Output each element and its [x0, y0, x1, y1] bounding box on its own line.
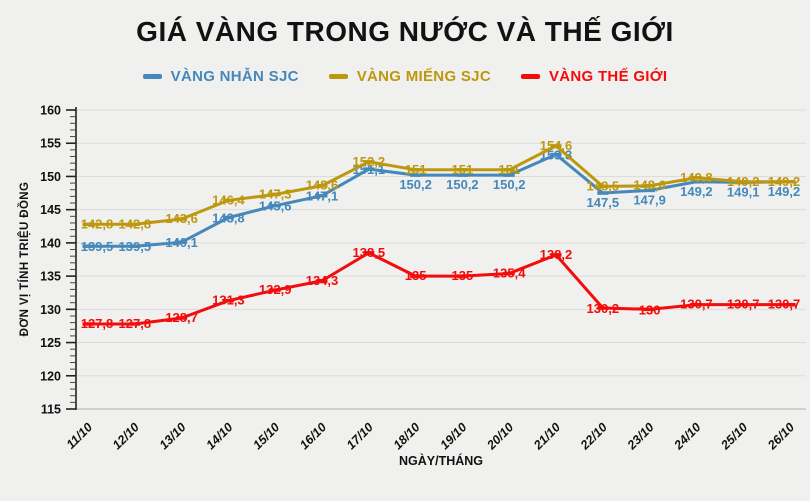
legend-item-vang-the-gioi: VÀNG THẾ GIỚI — [520, 68, 668, 85]
legend-item-vang-nhan-sjc: VÀNG NHẪN SJC — [142, 68, 299, 85]
y-axis-tick-label: 115 — [41, 403, 61, 417]
x-axis-tick-label: 13/10 — [157, 420, 189, 452]
data-point-label-vang-the-gioi: 130,2 — [587, 301, 620, 316]
data-point-label-vang-mieng-sjc: 149,8 — [680, 170, 713, 185]
data-point-label-vang-mieng-sjc: 143,6 — [165, 211, 198, 226]
data-point-label-vang-nhan-sjc: 150,2 — [493, 177, 526, 192]
data-point-label-vang-mieng-sjc: 151 — [498, 162, 520, 177]
data-point-label-vang-mieng-sjc: 148,6 — [306, 178, 339, 193]
data-point-label-vang-mieng-sjc: 142,8 — [119, 216, 152, 231]
data-point-label-vang-nhan-sjc: 143,8 — [212, 211, 245, 226]
y-axis-tick-label: 135 — [40, 270, 61, 284]
x-axis-tick-label: 16/10 — [297, 420, 329, 452]
series-line-vang-mieng-sjc — [88, 144, 790, 226]
x-axis-tick-label: 21/10 — [530, 420, 563, 453]
chart-legend: VÀNG NHẪN SJC VÀNG MIẾNG SJC VÀNG THẾ GI… — [0, 68, 810, 85]
data-point-label-vang-the-gioi: 130 — [639, 302, 661, 317]
x-axis-tick-label: 18/10 — [391, 420, 423, 452]
y-axis-tick-label: 125 — [40, 336, 61, 350]
data-point-label-vang-nhan-sjc: 140,1 — [165, 235, 198, 250]
legend-item-vang-mieng-sjc: VÀNG MIẾNG SJC — [328, 68, 491, 85]
data-point-label-vang-mieng-sjc: 149,2 — [768, 174, 801, 189]
data-point-label-vang-nhan-sjc: 139,5 — [81, 239, 114, 254]
legend-label: VÀNG MIẾNG SJC — [356, 68, 491, 85]
data-point-label-vang-the-gioi: 130,7 — [727, 297, 760, 312]
x-axis-tick-label: 11/10 — [64, 420, 95, 451]
legend-label: VÀNG THẾ GIỚI — [548, 68, 668, 85]
x-axis-tick-label: 12/10 — [110, 420, 142, 452]
legend-label: VÀNG NHẪN SJC — [170, 68, 299, 85]
data-point-label-vang-the-gioi: 135 — [452, 268, 474, 283]
data-point-label-vang-the-gioi: 134,3 — [306, 273, 339, 288]
data-point-label-vang-nhan-sjc: 149,1 — [727, 184, 760, 199]
data-point-label-vang-the-gioi: 135 — [405, 268, 427, 283]
data-point-label-vang-the-gioi: 135,4 — [493, 265, 526, 280]
data-point-label-vang-mieng-sjc: 146,4 — [212, 192, 245, 207]
x-axis-tick-label: 14/10 — [204, 420, 236, 452]
data-point-label-vang-the-gioi: 138,2 — [540, 247, 573, 262]
data-point-label-vang-nhan-sjc: 149,2 — [680, 184, 713, 199]
series-line-vang-the-gioi — [88, 251, 790, 326]
data-point-label-vang-nhan-sjc: 150,2 — [399, 177, 432, 192]
x-axis-tick-label: 25/10 — [718, 420, 751, 453]
legend-swatch-icon — [328, 74, 348, 79]
data-point-label-vang-mieng-sjc: 151 — [405, 162, 427, 177]
y-axis-tick-label: 130 — [40, 303, 61, 317]
data-point-label-vang-mieng-sjc: 151 — [452, 162, 474, 177]
y-axis-tick-label: 160 — [40, 104, 61, 118]
data-point-label-vang-mieng-sjc: 154,6 — [540, 138, 573, 153]
x-axis-tick-label: 17/10 — [344, 420, 376, 452]
data-point-label-vang-mieng-sjc: 149,2 — [727, 174, 760, 189]
data-point-label-vang-nhan-sjc: 147,1 — [306, 189, 339, 204]
data-point-label-vang-the-gioi: 127,8 — [81, 316, 114, 331]
y-axis-tick-label: 140 — [40, 236, 61, 250]
data-point-label-vang-nhan-sjc: 147,5 — [587, 195, 620, 210]
data-point-label-vang-the-gioi: 132,9 — [259, 282, 292, 297]
legend-swatch-icon — [142, 74, 162, 79]
data-point-label-vang-nhan-sjc: 150,2 — [446, 177, 479, 192]
data-point-label-vang-mieng-sjc: 148,5 — [587, 178, 620, 193]
x-axis-tick-label: 20/10 — [484, 420, 517, 453]
x-axis-tick-label: 22/10 — [577, 420, 610, 453]
data-point-label-vang-nhan-sjc: 139,5 — [119, 239, 152, 254]
x-axis-tick-label: 26/10 — [764, 420, 797, 453]
data-point-label-vang-the-gioi: 138,5 — [353, 245, 386, 260]
y-axis-tick-label: 150 — [40, 170, 61, 184]
data-point-label-vang-mieng-sjc: 147,3 — [259, 186, 292, 201]
x-axis-title: NGÀY/THÁNG — [399, 453, 483, 468]
y-axis-tick-label: 155 — [40, 137, 61, 151]
x-axis-tick-label: 19/10 — [438, 420, 470, 452]
data-point-label-vang-nhan-sjc: 149,2 — [768, 184, 801, 199]
x-axis-tick-label: 24/10 — [671, 420, 704, 453]
data-point-label-vang-mieng-sjc: 142,8 — [81, 216, 114, 231]
data-point-label-vang-nhan-sjc: 145,6 — [259, 199, 292, 214]
data-point-label-vang-mieng-sjc: 148,6 — [633, 178, 666, 193]
y-axis-tick-label: 120 — [40, 369, 61, 383]
series-line-vang-nhan-sjc — [88, 153, 791, 248]
data-point-label-vang-nhan-sjc: 147,9 — [633, 192, 666, 207]
y-axis-tick-label: 145 — [40, 203, 61, 217]
chart-title: GIÁ VÀNG TRONG NƯỚC VÀ THẾ GIỚI — [136, 16, 674, 47]
data-point-label-vang-the-gioi: 130,7 — [768, 297, 801, 312]
x-axis-tick-label: 23/10 — [624, 420, 657, 453]
data-point-label-vang-mieng-sjc: 152,2 — [353, 154, 386, 169]
data-point-label-vang-the-gioi: 127,8 — [119, 316, 152, 331]
x-axis-tick-label: 15/10 — [250, 420, 282, 452]
legend-swatch-icon — [520, 74, 540, 79]
data-point-label-vang-the-gioi: 131,3 — [212, 293, 245, 308]
y-axis-title: ĐƠN VỊ TÍNH TRIỆU ĐỒNG — [18, 182, 31, 337]
data-point-label-vang-the-gioi: 130,7 — [680, 297, 713, 312]
data-point-label-vang-the-gioi: 128,7 — [165, 310, 198, 325]
